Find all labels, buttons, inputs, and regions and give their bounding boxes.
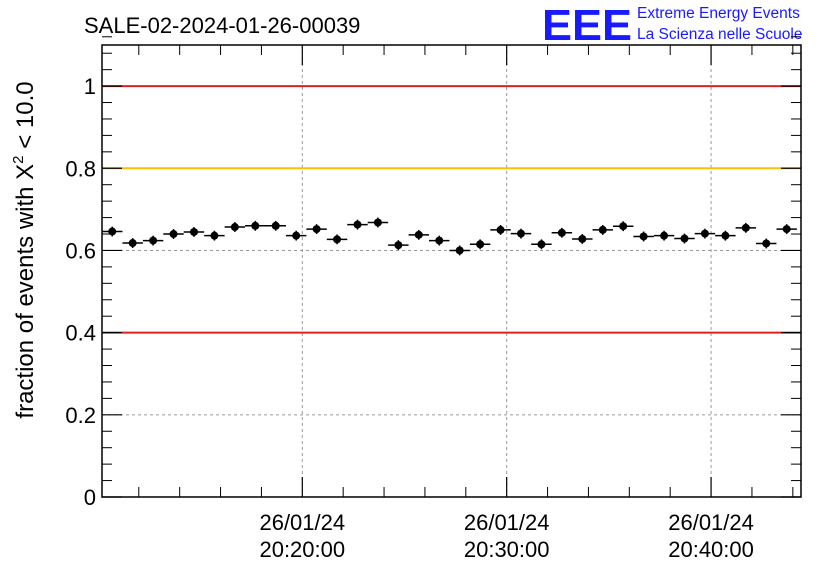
data-point [224,222,246,232]
data-point [163,229,184,239]
y-axis-title-superscript: 2 [10,155,27,163]
point-marker [292,231,301,240]
x-tick-label-time: 20:30:00 [464,537,550,562]
data-point [347,219,368,230]
y-axis-title-prefix: fraction of events with [12,180,39,419]
point-marker [169,230,178,239]
data-point [592,224,613,235]
y-tick-label: 0.6 [65,238,96,263]
point-marker [312,225,321,234]
data-point [490,224,511,235]
plot-frame [101,44,802,498]
y-axis-title-suffix: < 10.0 [12,81,39,155]
data-point [572,234,593,244]
data-point [756,238,777,249]
data-point [510,228,532,239]
eee-logo: EEE Extreme Energy Events La Scienza nel… [542,1,802,50]
data-point [326,234,348,245]
data-point [674,233,695,244]
logo-letters: EEE [542,1,632,50]
point-marker [128,239,137,248]
point-marker [721,231,730,240]
point-marker [210,231,219,240]
x-tick-label-time: 20:20:00 [259,537,345,562]
y-axis-title-symbol: X [12,164,39,180]
point-marker [414,230,423,239]
point-marker [476,240,485,249]
point-marker [557,228,566,237]
y-tick-label: 0.2 [65,403,96,428]
point-marker [373,218,382,227]
chart-title: SALE-02-2024-01-26-00039 [84,13,360,38]
point-marker [496,225,505,234]
grid-lines [102,45,801,497]
data-point [285,230,307,241]
point-marker [435,236,444,245]
logo-line-2: La Scienza nelle Scuole [637,26,802,43]
data-point [449,245,470,256]
y-axis-ticks: 0 0.2 0.4 0.6 0.8 1 [65,36,801,510]
data-point [265,220,286,231]
point-marker [516,229,525,238]
data-point [367,217,389,228]
data-point [633,231,654,242]
data-point [735,222,757,233]
data-point [388,240,409,251]
point-marker [782,225,791,234]
point-marker [230,223,239,232]
reference-lines [102,85,801,334]
data-point [183,227,205,237]
data-point [612,221,634,232]
point-marker [353,220,362,229]
point-marker [680,234,689,243]
point-marker [271,221,280,230]
y-axis-title: fraction of events with X2 < 10.0 [10,81,39,418]
point-marker [700,229,709,238]
point-marker [149,236,158,245]
data-point [429,235,450,246]
data-point [102,226,123,237]
data-point [469,239,491,250]
y-tick-label: 1 [84,74,96,99]
data-point [122,238,143,248]
data-point [715,230,736,241]
data-point [776,224,797,235]
point-marker [639,232,648,241]
point-marker [598,225,607,234]
data-point [204,230,225,241]
data-point [653,230,675,241]
data-point [531,239,552,250]
x-tick-label-date: 26/01/24 [259,510,345,535]
point-marker [578,234,587,243]
data-point [245,220,266,231]
data-point [694,228,716,239]
data-point [408,229,430,240]
logo-line-1: Extreme Energy Events [637,5,800,22]
point-marker [189,227,198,236]
y-tick-label: 0 [84,485,96,510]
x-tick-label-time: 20:40:00 [668,537,754,562]
data-points [102,217,797,256]
point-marker [333,235,342,244]
x-tick-label-date: 26/01/24 [668,510,754,535]
data-point [142,235,164,246]
point-marker [394,241,403,250]
y-tick-label: 0.8 [65,156,96,181]
point-marker [660,231,669,240]
y-tick-label: 0.4 [65,321,96,346]
point-marker [455,246,464,255]
data-point [551,227,573,238]
point-marker [537,240,546,249]
data-point [306,224,327,235]
point-marker [619,222,628,231]
point-marker [251,221,260,230]
point-marker [762,239,771,248]
x-axis-ticks: 26/01/2420:20:0026/01/2420:30:0026/01/24… [138,45,794,562]
x-tick-label-date: 26/01/24 [464,510,550,535]
point-marker [741,223,750,232]
